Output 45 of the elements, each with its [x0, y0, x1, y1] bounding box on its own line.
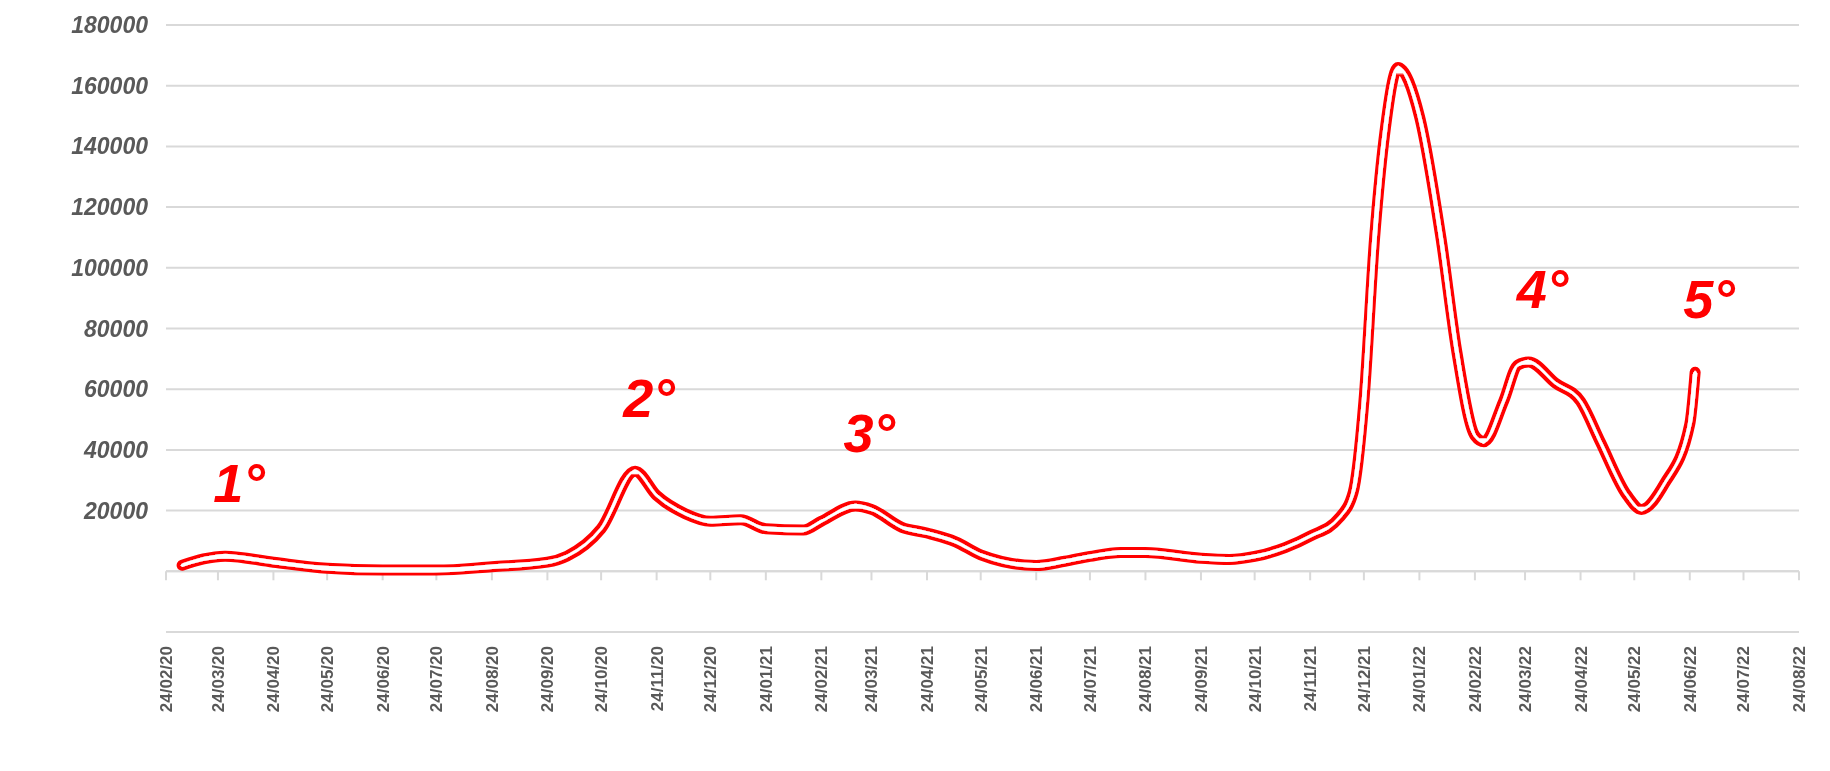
- x-tick-label: 24/05/20: [318, 646, 338, 713]
- x-tick-label: 24/10/21: [1245, 646, 1265, 713]
- y-tick-label: 60000: [84, 376, 149, 403]
- x-tick-label: 24/06/21: [1027, 646, 1047, 713]
- x-tick-label: 24/08/21: [1136, 646, 1156, 713]
- x-tick-label: 24/03/22: [1516, 646, 1536, 713]
- x-tick-label: 24/11/21: [1301, 646, 1321, 712]
- x-tick-label: 24/01/21: [756, 646, 776, 713]
- x-tick-label: 24/09/21: [1191, 646, 1211, 713]
- x-tick-label: 24/07/21: [1080, 646, 1100, 713]
- y-tick-label: 100000: [71, 254, 149, 281]
- x-tick-label: 24/04/21: [917, 646, 937, 713]
- y-tick-label: 160000: [71, 72, 149, 99]
- x-tick-label: 24/03/20: [208, 646, 228, 713]
- x-tick-label: 24/12/20: [701, 646, 721, 713]
- x-tick-label: 24/01/22: [1410, 646, 1430, 713]
- x-tick-label: 24/02/20: [157, 646, 176, 713]
- y-tick-label: 20000: [83, 497, 149, 524]
- x-tick-label: 24/07/20: [427, 646, 447, 713]
- y-tick-label: 80000: [84, 315, 149, 342]
- x-tick-label: 24/06/22: [1680, 646, 1700, 713]
- x-tick-label: 24/10/20: [592, 646, 612, 713]
- annotation: 1°: [213, 453, 266, 514]
- x-tick-label: 24/06/20: [373, 646, 393, 713]
- y-tick-label: 140000: [71, 133, 149, 160]
- x-tick-label: 24/04/20: [264, 646, 284, 713]
- x-tick-label: 24/03/21: [862, 646, 882, 713]
- x-tick-label: 24/08/22: [1790, 646, 1809, 713]
- annotation: 5°: [1683, 269, 1736, 330]
- x-tick-label: 24/09/20: [538, 646, 558, 713]
- annotation: 4°: [1515, 258, 1569, 319]
- y-tick-label: 40000: [83, 436, 149, 463]
- x-tick-label: 24/02/21: [812, 646, 832, 713]
- x-tick-label: 24/11/20: [647, 646, 667, 712]
- x-tick-label: 24/08/20: [482, 646, 502, 713]
- x-tick-label: 24/12/21: [1354, 646, 1374, 713]
- annotation: 2°: [622, 368, 676, 429]
- x-tick-label: 24/05/22: [1625, 646, 1645, 713]
- x-tick-label: 24/02/22: [1465, 646, 1485, 713]
- annotation: 3°: [843, 403, 896, 464]
- y-tick-label: 180000: [71, 12, 149, 38]
- y-tick-label: 120000: [71, 194, 149, 221]
- x-tick-label: 24/07/22: [1734, 646, 1754, 713]
- x-tick-label: 24/04/22: [1571, 646, 1591, 713]
- x-tick-label: 24/05/21: [971, 646, 991, 713]
